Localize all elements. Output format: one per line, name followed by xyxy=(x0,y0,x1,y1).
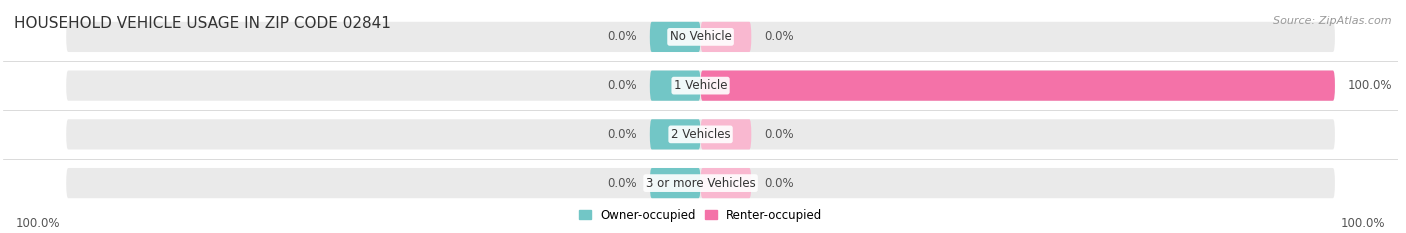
FancyBboxPatch shape xyxy=(700,119,751,150)
Text: 0.0%: 0.0% xyxy=(607,79,637,92)
Text: 100.0%: 100.0% xyxy=(1341,217,1386,230)
Text: 100.0%: 100.0% xyxy=(15,217,60,230)
FancyBboxPatch shape xyxy=(700,22,751,52)
Text: HOUSEHOLD VEHICLE USAGE IN ZIP CODE 02841: HOUSEHOLD VEHICLE USAGE IN ZIP CODE 0284… xyxy=(14,16,391,31)
Text: 2 Vehicles: 2 Vehicles xyxy=(671,128,730,141)
Text: No Vehicle: No Vehicle xyxy=(669,30,731,43)
FancyBboxPatch shape xyxy=(650,168,700,198)
Text: 0.0%: 0.0% xyxy=(763,30,793,43)
Text: 0.0%: 0.0% xyxy=(607,128,637,141)
FancyBboxPatch shape xyxy=(650,71,700,101)
Text: Source: ZipAtlas.com: Source: ZipAtlas.com xyxy=(1274,16,1392,26)
FancyBboxPatch shape xyxy=(700,71,1334,101)
Text: 0.0%: 0.0% xyxy=(763,128,793,141)
Text: 100.0%: 100.0% xyxy=(1347,79,1392,92)
FancyBboxPatch shape xyxy=(650,22,700,52)
FancyBboxPatch shape xyxy=(66,22,1334,52)
FancyBboxPatch shape xyxy=(650,119,700,150)
Legend: Owner-occupied, Renter-occupied: Owner-occupied, Renter-occupied xyxy=(579,209,823,222)
FancyBboxPatch shape xyxy=(66,168,1334,198)
FancyBboxPatch shape xyxy=(66,119,1334,150)
Text: 0.0%: 0.0% xyxy=(607,30,637,43)
Text: 3 or more Vehicles: 3 or more Vehicles xyxy=(645,177,755,190)
Text: 0.0%: 0.0% xyxy=(763,177,793,190)
FancyBboxPatch shape xyxy=(66,71,1334,101)
Text: 0.0%: 0.0% xyxy=(607,177,637,190)
FancyBboxPatch shape xyxy=(700,168,751,198)
Text: 1 Vehicle: 1 Vehicle xyxy=(673,79,727,92)
